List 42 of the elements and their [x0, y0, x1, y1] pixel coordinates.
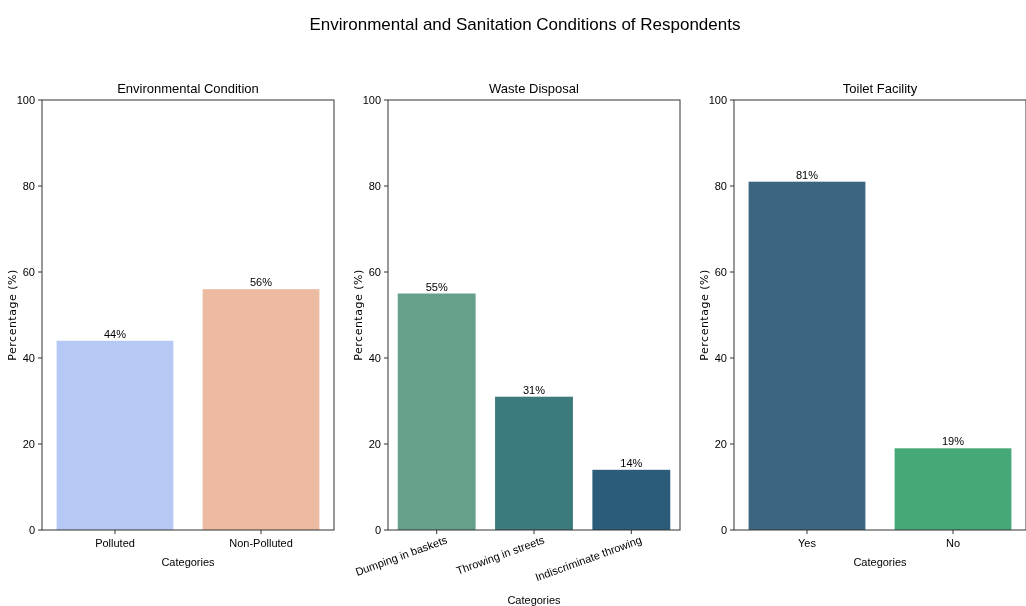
x-axis-title: Categories: [507, 594, 562, 606]
y-tick-label: 20: [368, 437, 381, 450]
y-tick-label: 80: [368, 179, 381, 192]
y-tick-label: 40: [22, 351, 35, 364]
chart-title: Environmental Condition: [117, 81, 259, 96]
y-tick-label: 80: [22, 179, 35, 192]
x-tick-label: Polluted: [95, 537, 135, 549]
y-tick-label: 0: [28, 523, 35, 536]
y-tick-label: 40: [368, 351, 381, 364]
y-tick-label: 60: [22, 265, 35, 278]
y-tick-label: 100: [708, 93, 727, 106]
y-tick-label: 40: [714, 351, 727, 364]
x-axis-title: Categories: [853, 556, 908, 568]
y-axis-title: Percentage (%): [698, 269, 711, 361]
bar: [397, 293, 476, 530]
chart-title: Toilet Facility: [842, 81, 918, 96]
y-tick-label: 60: [714, 265, 727, 278]
x-tick-label: No: [945, 537, 961, 549]
data-label: 31%: [522, 383, 546, 396]
x-axis-title: Categories: [161, 556, 216, 568]
data-label: 44%: [103, 327, 127, 340]
data-label: 14%: [620, 456, 643, 469]
x-tick-label: Yes: [798, 537, 817, 549]
y-tick-label: 20: [22, 437, 35, 450]
bar: [495, 396, 573, 530]
chart-title: Waste Disposal: [489, 81, 580, 96]
y-tick-label: 0: [720, 523, 727, 536]
bar: [592, 469, 671, 530]
data-label: 81%: [795, 168, 819, 181]
data-label: 55%: [425, 280, 448, 293]
y-tick-label: 20: [714, 437, 727, 450]
text: Environmental and Sanitation Conditions of Respondents: [309, 15, 741, 34]
y-tick-label: 60: [368, 265, 381, 278]
y-tick-label: 80: [714, 179, 727, 192]
y-axis-title: Percentage (%): [352, 269, 365, 361]
x-tick-label: Non-Polluted: [229, 537, 293, 549]
data-label: 56%: [249, 276, 273, 289]
y-tick-label: 100: [362, 93, 381, 106]
y-axis-title: Percentage (%): [6, 269, 19, 361]
y-tick-label: 100: [16, 93, 35, 106]
y-tick-label: 0: [374, 523, 381, 536]
data-label: 19%: [941, 435, 965, 448]
